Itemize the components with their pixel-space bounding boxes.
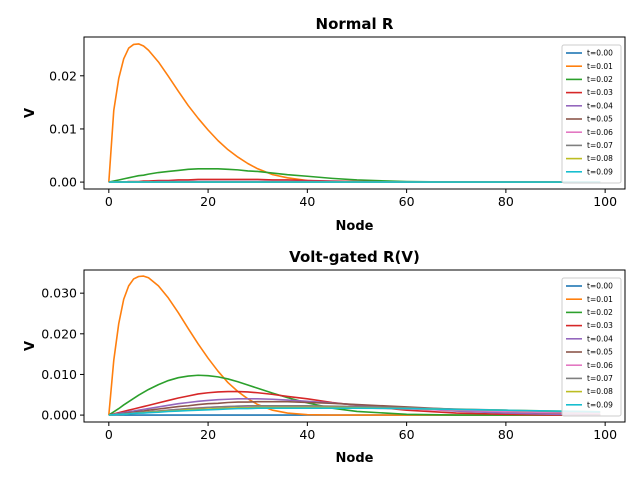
legend-label: t=0.02	[587, 308, 613, 317]
legend-label: t=0.05	[587, 348, 613, 357]
legend-label: t=0.00	[587, 282, 613, 291]
legend-label: t=0.05	[587, 115, 613, 124]
x-tick-label: 20	[200, 194, 216, 209]
series-line	[108, 400, 601, 416]
x-tick-label: 80	[498, 427, 514, 442]
legend-label: t=0.07	[587, 374, 613, 383]
plot-frame	[83, 36, 626, 190]
series-line	[108, 168, 601, 183]
x-tick-label: 100	[593, 427, 617, 442]
legend-label: t=0.04	[587, 101, 613, 110]
x-tick-label: 80	[498, 194, 514, 209]
x-tick-label: 0	[105, 194, 113, 209]
legend-label: t=0.03	[587, 88, 613, 97]
x-tick-label: 100	[593, 194, 617, 209]
y-tick-label: 0.00	[49, 175, 77, 190]
legend-label: t=0.06	[587, 361, 613, 370]
series-line	[108, 275, 601, 416]
legend-label: t=0.06	[587, 128, 613, 137]
y-tick-label: 0.010	[41, 367, 77, 382]
subplot-normal-r: Normal R 0 20 40 60 80 100 0.000.010.02 Node …	[23, 15, 626, 234]
legend-label: t=0.08	[587, 387, 613, 396]
chart-title: Volt-gated R(V)	[289, 248, 420, 266]
series-line	[108, 407, 601, 416]
plot-frame	[83, 269, 626, 423]
x-axis-label: Node	[336, 219, 374, 234]
y-axis-label: V	[23, 341, 38, 351]
legend-label: t=0.00	[587, 49, 613, 58]
legend-label: t=0.01	[587, 62, 613, 71]
y-axis-label: V	[23, 108, 38, 118]
x-axis-label: Node	[336, 451, 374, 466]
y-tick-label: 0.01	[49, 121, 77, 136]
x-tick-label: 40	[299, 194, 315, 209]
legend-label: t=0.09	[587, 167, 613, 176]
legend-label: t=0.09	[587, 400, 613, 409]
legend-label: t=0.02	[587, 75, 613, 84]
chart-title: Normal R	[316, 15, 394, 33]
legend-label: t=0.08	[587, 154, 613, 163]
legend-label: t=0.01	[587, 295, 613, 304]
series-line	[108, 374, 601, 416]
x-tick-label: 60	[399, 427, 415, 442]
legend-label: t=0.03	[587, 321, 613, 330]
x-tick-label: 40	[299, 427, 315, 442]
subplot-volt-gated-r: Volt-gated R(V) 0 20 40 60 80 100 0.000 0.010 0…	[23, 248, 626, 466]
y-tick-label: 0.030	[41, 286, 77, 301]
x-tick-label: 0	[105, 427, 113, 442]
x-tick-label: 20	[200, 427, 216, 442]
y-tick-label: 0.000	[41, 408, 77, 423]
x-tick-label: 60	[399, 194, 415, 209]
legend-label: t=0.04	[587, 334, 613, 343]
y-tick-label: 0.020	[41, 326, 77, 341]
legend-label: t=0.07	[587, 141, 613, 150]
y-tick-label: 0.02	[49, 68, 77, 83]
